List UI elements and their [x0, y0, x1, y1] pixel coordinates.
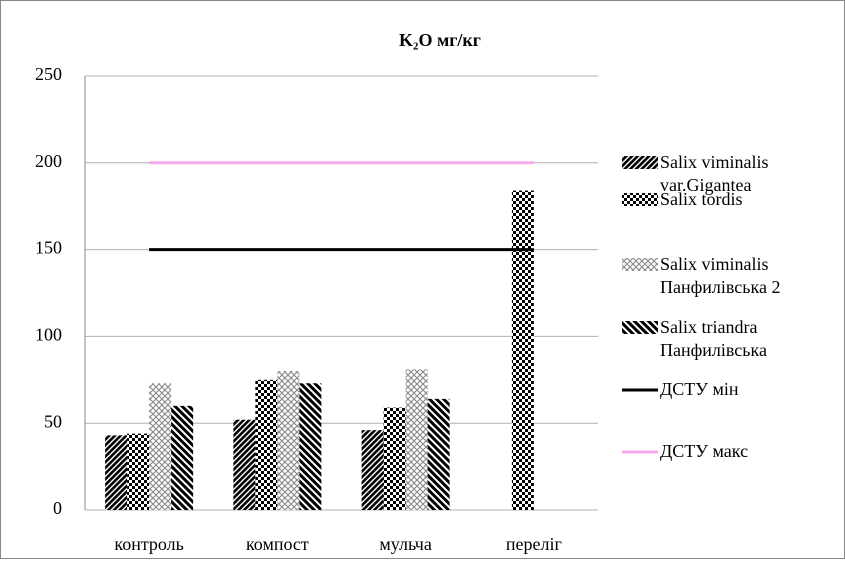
- legend-swatch: [622, 156, 658, 169]
- legend-item: Salix viminalis Панфилівська 2: [660, 254, 781, 297]
- chart-title: K₂O мг/кг: [399, 30, 481, 50]
- bar: [255, 379, 278, 510]
- bar: [233, 419, 256, 510]
- x-tick-label: контроль: [114, 534, 184, 554]
- bar: [427, 398, 450, 510]
- bar: [127, 433, 150, 510]
- y-tick-label: 250: [35, 64, 62, 84]
- legend-label: ДСТУ макс: [660, 441, 749, 461]
- legend-swatch: [622, 321, 658, 334]
- y-tick-label: 150: [35, 238, 62, 258]
- x-tick-label: переліг: [506, 534, 562, 554]
- bar: [277, 371, 300, 510]
- bar: [405, 369, 428, 510]
- x-tick-label: мульча: [379, 534, 431, 554]
- x-tick-label: компост: [246, 534, 309, 554]
- bar: [511, 190, 534, 511]
- legend-label: Salix viminalis var.Gigantea: [660, 152, 769, 195]
- legend-label: Salix viminalis Панфилівська 2: [660, 254, 781, 297]
- legend-item: Salix tordis: [660, 189, 743, 209]
- y-tick-label: 200: [35, 151, 62, 171]
- bar: [171, 405, 194, 510]
- legend-item: Salix triandra Панфилівська: [660, 317, 767, 360]
- y-tick-label: 50: [44, 411, 62, 431]
- legend-label: Salix triandra Панфилівська: [660, 317, 767, 360]
- y-tick-label: 0: [53, 498, 62, 518]
- bar: [299, 383, 322, 510]
- legend-label: ДСТУ мін: [660, 379, 739, 399]
- legend-item: ДСТУ мін: [660, 379, 739, 399]
- legend-item: Salix viminalis var.Gigantea: [660, 152, 769, 195]
- legend-label: Salix tordis: [660, 189, 743, 209]
- bar: [105, 435, 128, 510]
- bar: [149, 383, 172, 510]
- bar: [383, 407, 406, 510]
- legend-swatch: [622, 193, 658, 206]
- y-tick-label: 100: [35, 325, 62, 345]
- legend-swatch: [622, 258, 658, 271]
- legend-item: ДСТУ макс: [660, 441, 749, 461]
- bar: [361, 430, 384, 510]
